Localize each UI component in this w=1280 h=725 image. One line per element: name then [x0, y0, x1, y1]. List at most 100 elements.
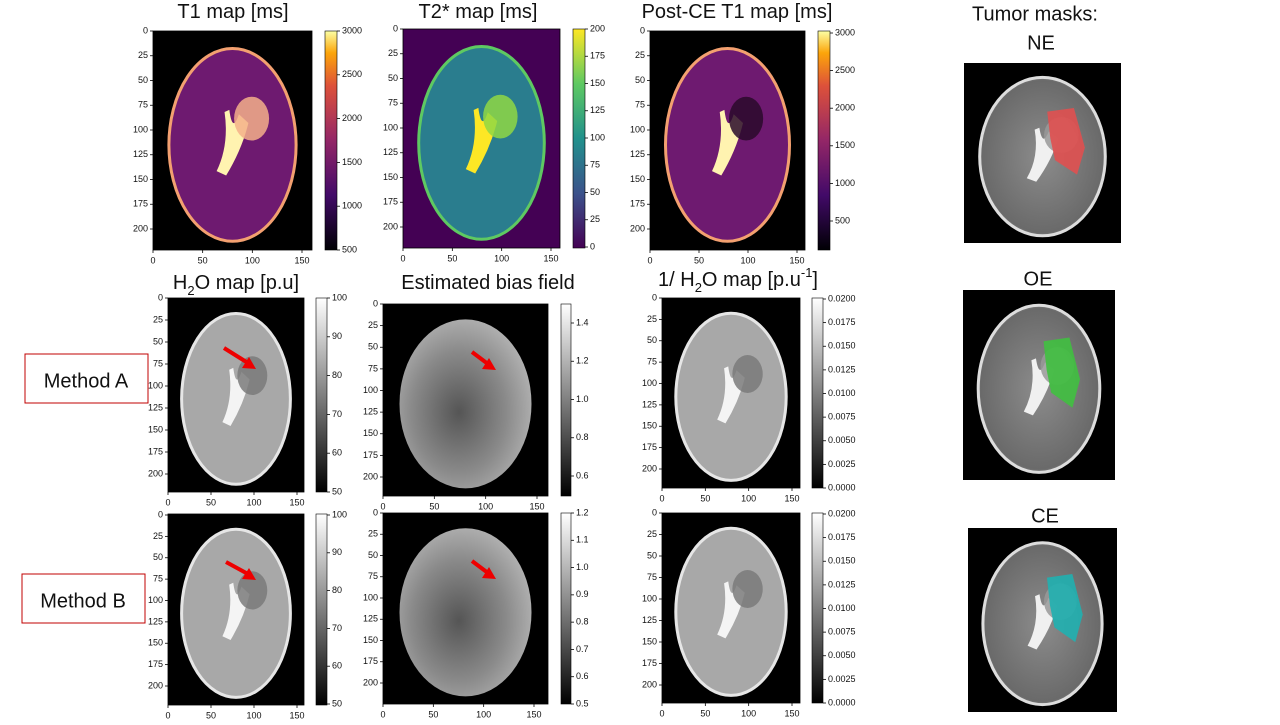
- y-tick-label: 25: [388, 48, 398, 58]
- y-tick-label: 75: [368, 571, 378, 581]
- y-tick-label: 75: [388, 98, 398, 108]
- colorbar-tick-label: 70: [332, 623, 342, 633]
- y-tick-label: 0: [393, 23, 398, 33]
- x-tick-label: 150: [789, 255, 804, 265]
- y-tick-label: 25: [138, 50, 148, 60]
- y-tick-label: 150: [642, 421, 657, 431]
- panel-title: T1 map [ms]: [177, 1, 288, 23]
- colorbar-tick-label: 1000: [835, 178, 855, 188]
- colorbar: [572, 28, 586, 249]
- y-tick-label: 50: [153, 336, 163, 346]
- colorbar: [315, 297, 328, 493]
- x-tick-label: 100: [246, 497, 261, 507]
- tumor: [732, 570, 763, 608]
- y-tick-label: 125: [642, 399, 657, 409]
- colorbar-tick-label: 0.6: [576, 470, 589, 480]
- method-label: Method A: [44, 370, 129, 392]
- colorbar-tick-label: 0.0175: [828, 317, 856, 327]
- x-tick-label: 100: [741, 493, 756, 503]
- colorbar-tick-label: 0.9: [576, 589, 589, 599]
- x-tick-label: 150: [784, 708, 799, 718]
- colorbar-tick-label: 0.0050: [828, 650, 856, 660]
- y-tick-label: 100: [383, 122, 398, 132]
- colorbar-tick-label: 0.7: [576, 644, 589, 654]
- title-part: Estimated bias field: [401, 272, 574, 294]
- tumor: [237, 571, 268, 610]
- y-tick-label: 100: [642, 378, 657, 388]
- x-tick-label: 100: [741, 708, 756, 718]
- x-tick-label: 100: [740, 255, 755, 265]
- x-tick-label: 100: [246, 710, 261, 720]
- x-tick-label: 150: [294, 255, 309, 265]
- y-tick-label: 0: [652, 292, 657, 302]
- colorbar-tick-label: 200: [590, 23, 605, 33]
- colorbar-tick-label: 25: [590, 214, 600, 224]
- title-part: Post-CE T1 map [ms]: [642, 1, 833, 23]
- y-tick-label: 50: [368, 342, 378, 352]
- y-tick-label: 200: [363, 677, 378, 687]
- colorbar-tick-label: 0.0025: [828, 674, 856, 684]
- brain: [399, 528, 532, 697]
- panel-title: Estimated bias field: [401, 272, 574, 294]
- y-tick-label: 200: [630, 223, 645, 233]
- y-tick-label: 200: [148, 680, 163, 690]
- y-tick-label: 100: [363, 592, 378, 602]
- axes-frame: [661, 297, 801, 489]
- y-tick-label: 150: [148, 638, 163, 648]
- colorbar-tick-label: 500: [835, 215, 850, 225]
- y-tick-label: 125: [630, 149, 645, 159]
- x-tick-label: 100: [245, 255, 260, 265]
- arrowhead: [482, 567, 496, 579]
- x-tick-label: 0: [380, 501, 385, 511]
- y-tick-label: 175: [133, 199, 148, 209]
- y-tick-label: 200: [642, 463, 657, 473]
- y-tick-label: 25: [635, 50, 645, 60]
- colorbar-tick-label: 100: [332, 292, 347, 302]
- x-tick-label: 100: [476, 709, 491, 719]
- colorbar-tick-label: 100: [332, 509, 347, 519]
- x-tick-label: 50: [206, 710, 216, 720]
- tumor: [729, 96, 764, 141]
- y-tick-label: 50: [388, 73, 398, 83]
- arrow: [225, 560, 249, 576]
- y-tick-label: 0: [652, 507, 657, 517]
- tumor-mask: [1047, 108, 1085, 175]
- x-tick-label: 0: [659, 708, 664, 718]
- x-tick-label: 50: [429, 501, 439, 511]
- x-tick-label: 0: [647, 255, 652, 265]
- colorbar-tick-label: 0.0025: [828, 459, 856, 469]
- brain: [399, 319, 532, 489]
- y-tick-label: 50: [368, 550, 378, 560]
- colorbar-tick-label: 2000: [342, 113, 362, 123]
- x-tick-label: 150: [289, 710, 304, 720]
- y-tick-label: 175: [148, 659, 163, 669]
- colorbar: [560, 303, 572, 497]
- title-part: 2: [187, 283, 194, 298]
- arrow: [222, 346, 250, 365]
- y-tick-label: 25: [368, 529, 378, 539]
- x-tick-label: 100: [494, 253, 509, 263]
- colorbar-tick-label: 0.6: [576, 671, 589, 681]
- y-tick-label: 0: [158, 292, 163, 302]
- x-tick-label: 0: [659, 493, 664, 503]
- x-tick-label: 50: [700, 708, 710, 718]
- mask-label: OE: [1024, 268, 1053, 290]
- y-tick-label: 100: [363, 385, 378, 395]
- colorbar-tick-label: 1.1: [576, 535, 589, 545]
- x-tick-label: 0: [400, 253, 405, 263]
- colorbar-tick-label: 0.0125: [828, 364, 856, 374]
- colorbar-tick-label: 0.0100: [828, 603, 856, 613]
- x-tick-label: 0: [380, 709, 385, 719]
- y-tick-label: 125: [148, 402, 163, 412]
- method-box: [21, 573, 146, 624]
- title-part: 2: [695, 280, 702, 295]
- colorbar-tick-label: 125: [590, 105, 605, 115]
- colorbar-tick-label: 500: [342, 244, 357, 254]
- colorbar: [817, 30, 831, 251]
- colorbar-tick-label: 50: [590, 187, 600, 197]
- x-tick-label: 50: [700, 493, 710, 503]
- y-tick-label: 25: [368, 320, 378, 330]
- panel-title: H2O map [p.u]: [173, 272, 299, 298]
